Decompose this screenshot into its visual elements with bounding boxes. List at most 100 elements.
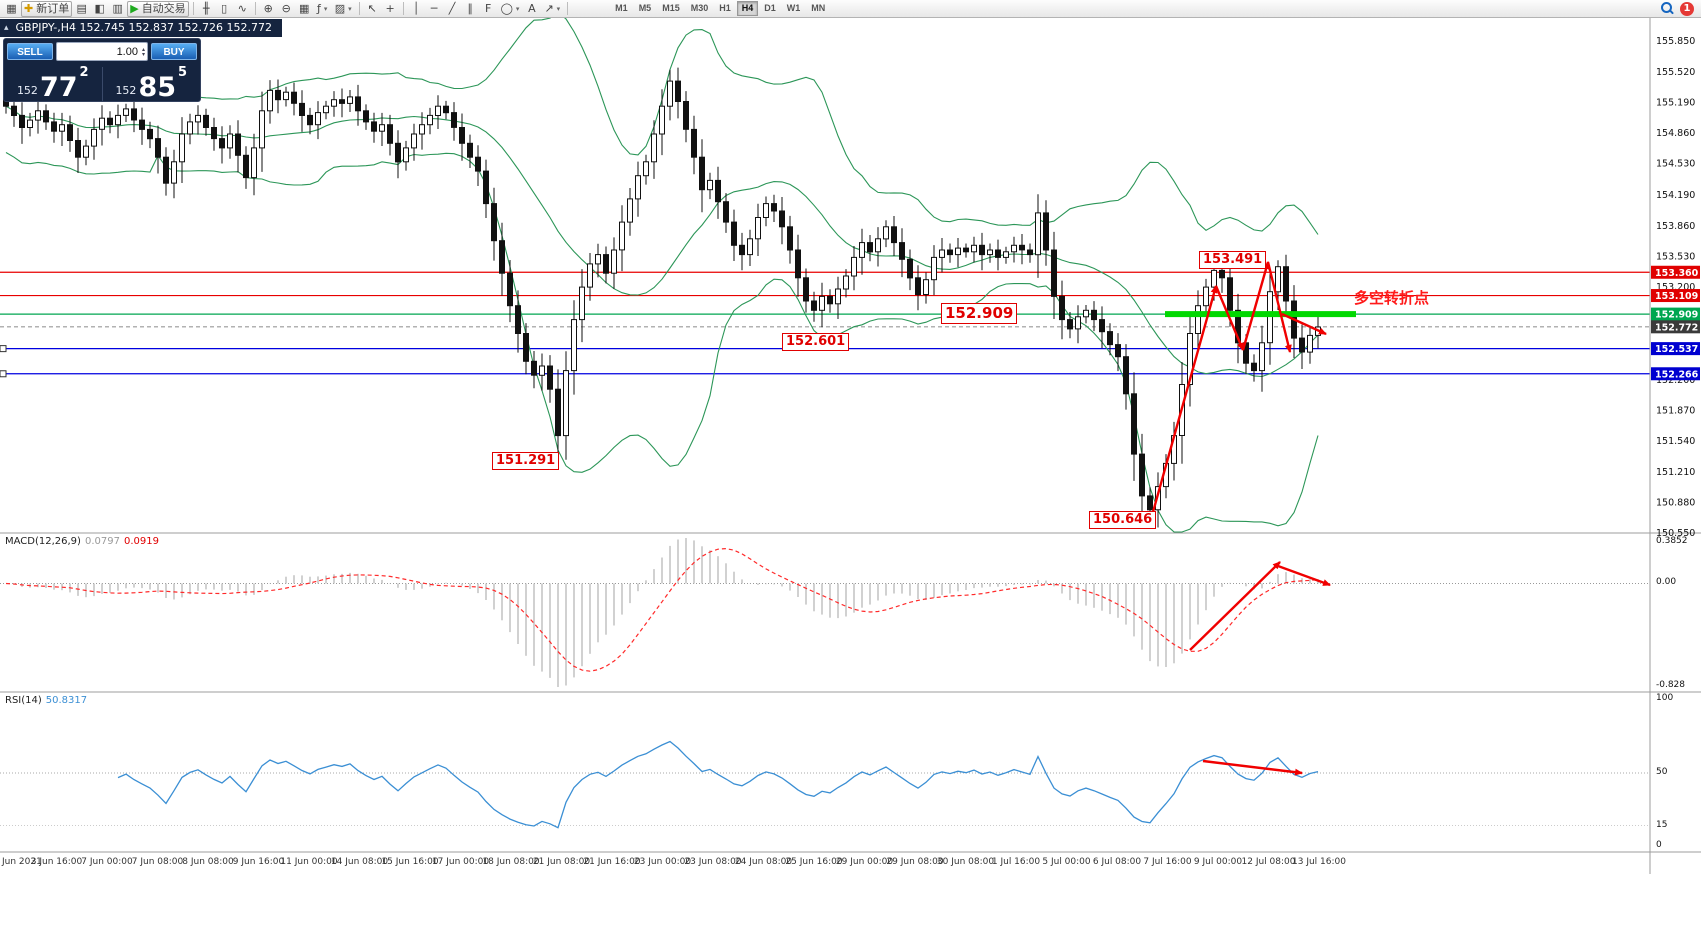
volume-up-icon[interactable]: ▴ <box>141 45 145 53</box>
svg-text:21 Jun 16:00: 21 Jun 16:00 <box>583 857 640 867</box>
auto-trading-icon: ▶ <box>130 1 139 15</box>
bar-chart-icon: ╫ <box>202 1 210 15</box>
toolbar-separator <box>402 2 404 15</box>
collapse-panel-icon[interactable]: ▴ <box>4 22 9 33</box>
bar-chart-button[interactable]: ╫ <box>198 1 215 17</box>
timeframe-button-h4[interactable]: H4 <box>736 1 759 16</box>
candlestick-chart-button[interactable]: ▯ <box>216 1 233 17</box>
buy-button[interactable]: BUY <box>151 43 197 60</box>
svg-text:15 Jun 16:00: 15 Jun 16:00 <box>381 857 438 867</box>
red-arrow-annotations[interactable] <box>1151 261 1331 776</box>
price-scale-box <box>1651 367 1700 381</box>
new-order-button[interactable]: ✚ 新订单 <box>21 0 73 17</box>
macd-panel <box>0 538 1650 687</box>
timeframe-button-m30[interactable]: M30 <box>686 1 714 16</box>
toolbar: ▦ ✚ 新订单 ▤ ◧ ▥ ▶ 自动交易 ╫ ▯ ∿ ⊕ ⊖ ▦ ƒ ▾ ▨ ▾ ↖ + │ ─ ╱ ∥ F ◯ ▾ A ↗ ▾ M1 M5 M… <box>0 0 1701 18</box>
auto-trading-button[interactable]: ▶ 自动交易 <box>127 0 189 17</box>
toolbar-separator <box>567 2 569 15</box>
buy-price-big: 85 <box>138 72 177 104</box>
svg-text:155.850: 155.850 <box>1656 36 1695 47</box>
chart-window-button[interactable]: ▦ <box>3 1 20 17</box>
timeframe-group: M1 M5 M15 M30 H1 H4 D1 W1 MN <box>610 1 830 16</box>
timeframe-button-m5[interactable]: M5 <box>634 1 657 16</box>
market-watch-button[interactable]: ▤ <box>73 1 90 17</box>
chart-window-icon: ▦ <box>6 1 17 15</box>
trendline-icon: ╱ <box>448 1 456 15</box>
new-order-icon: ✚ <box>24 1 34 15</box>
chevron-down-icon: ▾ <box>323 4 328 13</box>
zoom-out-icon: ⊖ <box>281 1 291 15</box>
zoom-in-button[interactable]: ⊕ <box>260 1 277 17</box>
tile-windows-button[interactable]: ▦ <box>296 1 313 17</box>
symbol-bar: ▴ GBPJPY-,H4 152.745 152.837 152.726 152… <box>0 19 282 37</box>
timeframe-button-h1[interactable]: H1 <box>714 1 736 16</box>
line-chart-icon: ∿ <box>237 1 247 15</box>
sell-price[interactable]: 152 77 2 <box>4 64 102 104</box>
fibonacci-button[interactable]: F <box>480 1 497 17</box>
svg-text:153.530: 153.530 <box>1656 251 1695 262</box>
channel-icon: ∥ <box>467 1 473 15</box>
price-divider <box>101 67 103 101</box>
cursor-button[interactable]: ↖ <box>364 1 381 17</box>
shapes-icon: ◯ <box>500 1 513 15</box>
horizontal-line-button[interactable]: ─ <box>426 1 443 17</box>
svg-text:153.360: 153.360 <box>1655 268 1699 279</box>
toolbar-separator <box>358 2 360 15</box>
arrow-objects-button[interactable]: ↗ ▾ <box>541 1 563 17</box>
svg-text:13 Jul 16:00: 13 Jul 16:00 <box>1292 857 1346 867</box>
trendline-button[interactable]: ╱ <box>444 1 461 17</box>
data-window-button[interactable]: ◧ <box>91 1 108 17</box>
one-click-trading-panel: SELL ▴ ▾ BUY 152 77 2 152 85 5 <box>3 38 201 102</box>
buy-price-sup: 5 <box>178 65 188 80</box>
timeframe-button-m15[interactable]: M15 <box>657 1 685 16</box>
svg-text:17 Jun 00:00: 17 Jun 00:00 <box>432 857 489 867</box>
svg-text:153.109: 153.109 <box>1655 291 1698 302</box>
volume-field[interactable]: ▴ ▾ <box>56 42 148 61</box>
zoom-in-icon: ⊕ <box>263 1 273 15</box>
channel-button[interactable]: ∥ <box>462 1 479 17</box>
svg-text:Jun 2021: Jun 2021 <box>1 857 42 867</box>
buy-price[interactable]: 152 85 5 <box>103 64 201 104</box>
timeframe-button-mn[interactable]: MN <box>806 1 830 16</box>
svg-text:150.880: 150.880 <box>1656 497 1695 508</box>
chevron-down-icon: ▾ <box>515 4 520 13</box>
timeframe-button-w1[interactable]: W1 <box>782 1 806 16</box>
notification-badge[interactable]: 1 <box>1680 1 1694 16</box>
search-icon[interactable] <box>1661 2 1674 15</box>
indicators-button[interactable]: ƒ ▾ <box>314 1 331 17</box>
price-scale-box <box>1651 289 1700 303</box>
thick-green-level-segment[interactable] <box>1165 311 1356 318</box>
svg-text:154.190: 154.190 <box>1656 190 1695 201</box>
svg-text:29 Jun 00:00: 29 Jun 00:00 <box>836 857 893 867</box>
svg-text:152.200: 152.200 <box>1656 375 1695 386</box>
vertical-line-button[interactable]: │ <box>408 1 425 17</box>
svg-text:151.210: 151.210 <box>1656 467 1695 478</box>
data-window-icon: ◧ <box>94 1 105 15</box>
templates-icon: ▨ <box>334 1 346 15</box>
market-watch-icon: ▤ <box>76 1 87 15</box>
zoom-out-button[interactable]: ⊖ <box>278 1 295 17</box>
text-label-button[interactable]: A <box>523 1 540 17</box>
shapes-button[interactable]: ◯ ▾ <box>498 1 523 17</box>
price-scale[interactable]: 155.850 155.520 155.190 154.860 154.530 154.1… <box>1651 36 1700 539</box>
timeframe-button-d1[interactable]: D1 <box>759 1 781 16</box>
toolbar-separator <box>254 2 256 15</box>
svg-text:155.190: 155.190 <box>1656 97 1695 108</box>
sell-button[interactable]: SELL <box>7 43 53 60</box>
svg-text:8 Jun 08:00: 8 Jun 08:00 <box>182 857 234 867</box>
svg-text:154.860: 154.860 <box>1656 128 1695 139</box>
volume-down-icon[interactable]: ▾ <box>141 50 145 58</box>
navigator-icon: ▥ <box>112 1 123 15</box>
svg-text:1 Jul 16:00: 1 Jul 16:00 <box>992 857 1041 867</box>
templates-button[interactable]: ▨ ▾ <box>332 1 355 17</box>
volume-input[interactable] <box>57 45 140 58</box>
svg-text:12 Jul 08:00: 12 Jul 08:00 <box>1242 857 1296 867</box>
navigator-button[interactable]: ▥ <box>109 1 126 17</box>
line-chart-button[interactable]: ∿ <box>234 1 251 17</box>
indicators-icon: ƒ <box>316 1 321 15</box>
timeframe-button-m1[interactable]: M1 <box>610 1 633 16</box>
crosshair-button[interactable]: + <box>382 1 399 17</box>
chevron-down-icon: ▾ <box>348 4 352 13</box>
